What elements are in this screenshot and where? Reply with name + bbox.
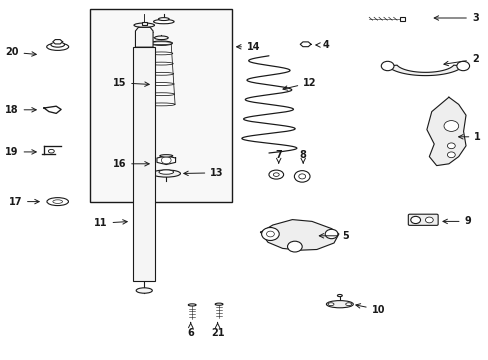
Ellipse shape [150,41,172,45]
Polygon shape [157,156,175,165]
Ellipse shape [152,170,180,177]
Circle shape [266,231,274,237]
Circle shape [456,61,468,71]
FancyBboxPatch shape [407,214,437,225]
Polygon shape [300,42,310,47]
Polygon shape [53,40,62,44]
Text: 10: 10 [355,304,385,315]
Ellipse shape [337,294,342,297]
Ellipse shape [153,19,174,24]
Ellipse shape [148,82,174,85]
Text: 1: 1 [458,132,480,142]
Text: 21: 21 [210,323,224,338]
Bar [399,17,405,21]
Ellipse shape [47,198,68,206]
Ellipse shape [188,304,196,306]
Ellipse shape [159,170,173,174]
Ellipse shape [53,200,62,203]
Circle shape [410,216,420,224]
Circle shape [447,152,454,158]
Polygon shape [426,97,465,166]
Text: 19: 19 [5,147,36,157]
Circle shape [261,228,279,240]
Text: 2: 2 [443,54,478,66]
Text: 20: 20 [5,47,36,57]
Text: 17: 17 [8,197,39,207]
Polygon shape [135,27,153,47]
Ellipse shape [158,18,169,21]
Circle shape [298,174,305,179]
Bar [90,9,232,202]
Text: 7: 7 [275,150,282,163]
Text: 11: 11 [94,218,127,228]
Circle shape [425,217,432,223]
Ellipse shape [345,303,351,306]
Ellipse shape [273,173,279,176]
Ellipse shape [326,301,352,308]
Ellipse shape [51,42,64,47]
Ellipse shape [147,103,175,106]
Text: 16: 16 [112,159,149,169]
Polygon shape [260,220,338,250]
Circle shape [447,143,454,149]
Text: 5: 5 [319,231,348,241]
Ellipse shape [136,288,152,293]
Text: 8: 8 [299,150,306,163]
Circle shape [443,121,458,131]
Circle shape [287,241,302,252]
Ellipse shape [327,303,333,306]
Ellipse shape [150,52,172,55]
Text: 13: 13 [183,168,224,178]
Text: 15: 15 [112,78,149,88]
Ellipse shape [149,62,173,65]
Polygon shape [387,65,462,76]
Text: 4: 4 [315,40,329,50]
Text: 6: 6 [187,323,194,338]
Ellipse shape [215,303,223,305]
Circle shape [325,229,337,239]
Circle shape [161,157,171,164]
FancyBboxPatch shape [142,22,146,25]
Ellipse shape [149,72,173,75]
Circle shape [294,171,309,182]
Ellipse shape [150,42,172,45]
Ellipse shape [268,170,283,179]
Ellipse shape [134,23,154,27]
Ellipse shape [148,93,174,96]
Text: 9: 9 [442,216,470,226]
Circle shape [381,61,393,71]
Text: 18: 18 [5,105,36,115]
Ellipse shape [160,155,172,157]
Text: 3: 3 [433,13,478,23]
Ellipse shape [47,43,68,50]
Ellipse shape [154,36,168,40]
Ellipse shape [48,149,54,153]
Text: 12: 12 [283,78,316,90]
FancyBboxPatch shape [133,47,155,281]
Text: 14: 14 [236,42,260,52]
